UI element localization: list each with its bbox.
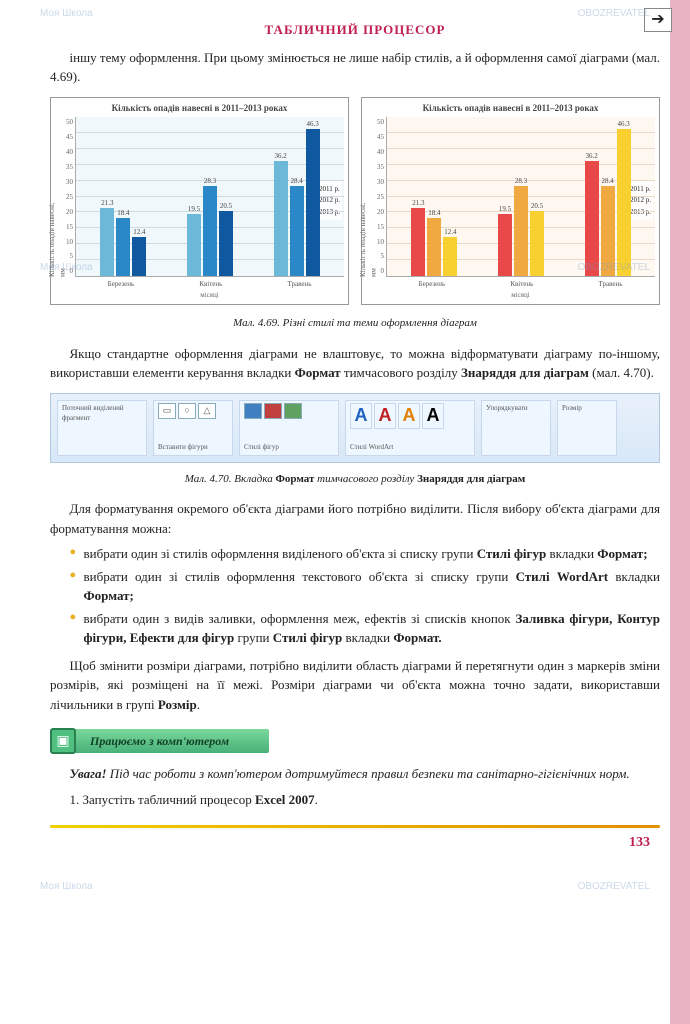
- ribbon-group-shapes: ▭ ○ △ Вставити фігури: [153, 400, 233, 456]
- list-item: вибрати один зі стилів оформлення тексто…: [70, 567, 661, 606]
- page-number: 133: [50, 832, 660, 853]
- shape-icon: △: [198, 403, 216, 419]
- caption-470-num: Мал. 4.70.: [185, 473, 232, 485]
- chart-left: Кількість опадів навесні в 2011–2013 рок…: [50, 97, 349, 306]
- ribbon-group-wordart: AAAA Стилі WordArt: [345, 400, 475, 456]
- chart-left-title: Кількість опадів навесні в 2011–2013 рок…: [55, 102, 344, 116]
- chart-right: Кількість опадів навесні в 2011–2013 рок…: [361, 97, 660, 306]
- chart-left-xlabel: місяці: [75, 290, 344, 301]
- bullet-list: вибрати один зі стилів оформлення виділе…: [70, 544, 661, 648]
- ribbon-group-selection: Поточний виділений фрагмент: [57, 400, 147, 456]
- chart-right-ylabel: Кількість опадів навесні, мм: [358, 197, 379, 277]
- para-formatting: Для форматування окремого об'єкта діагра…: [50, 499, 660, 538]
- charts-row: Кількість опадів навесні в 2011–2013 рок…: [50, 97, 660, 306]
- list-item: вибрати один зі стилів оформлення виділе…: [70, 544, 661, 564]
- ribbon-group-shape-styles: Стилі фігур: [239, 400, 339, 456]
- caption-469-text: Різні стилі та теми оформлення діаграм: [280, 317, 477, 329]
- section-label: Працюємо з комп'ютером: [72, 729, 269, 753]
- caption-469: Мал. 4.69. Різні стилі та теми оформленн…: [50, 315, 660, 332]
- chart-left-plot: 2011 р.2012 р.2013 р. 21.318.412.419.528…: [75, 117, 344, 277]
- footer-rule: [50, 825, 660, 828]
- ribbon-group-size: Розмір: [557, 400, 617, 456]
- style-swatch: [264, 403, 282, 419]
- chart-right-xlabels: БерезеньКвітеньТравень: [386, 279, 655, 290]
- section-heading: ▣ Працюємо з комп'ютером: [50, 728, 660, 754]
- chapter-header: ТАБЛИЧНИЙ ПРОЦЕСОР: [50, 20, 660, 40]
- excel-ribbon-screenshot: Поточний виділений фрагмент ▭ ○ △ Встави…: [50, 393, 660, 463]
- shape-icon: ○: [178, 403, 196, 419]
- intro-paragraph: іншу тему оформлення. При цьому змінюєть…: [50, 48, 660, 87]
- chart-right-plot: 2011 р.2012 р.2013 р. 21.318.412.419.528…: [386, 117, 655, 277]
- step-1: 1. Запустіть табличний процесор Excel 20…: [50, 790, 660, 810]
- caption-470: Мал. 4.70. Вкладка Формат тимчасового ро…: [50, 471, 660, 488]
- chart-right-title: Кількість опадів навесні в 2011–2013 рок…: [366, 102, 655, 116]
- para-resize: Щоб змінити розміри діаграми, потрібно в…: [50, 656, 660, 715]
- shape-icon: ▭: [158, 403, 176, 419]
- style-swatch: [284, 403, 302, 419]
- chart-left-ylabel: Кількість опадів навесні, мм: [47, 197, 68, 277]
- list-item: вибрати один з видів заливки, оформлення…: [70, 609, 661, 648]
- style-swatch: [244, 403, 262, 419]
- caption-469-num: Мал. 4.69.: [233, 317, 280, 329]
- computer-icon: ▣: [50, 728, 76, 754]
- para-format: Якщо стандартне оформлення діаграми не в…: [50, 344, 660, 383]
- ribbon-group-arrange: Упорядкувати: [481, 400, 551, 456]
- chart-left-xlabels: БерезеньКвітеньТравень: [75, 279, 344, 290]
- warning-paragraph: Увага! Під час роботи з комп'ютером дотр…: [50, 764, 660, 784]
- page-content: ТАБЛИЧНИЙ ПРОЦЕСОР іншу тему оформлення.…: [0, 0, 690, 1024]
- chart-right-xlabel: місяці: [386, 290, 655, 301]
